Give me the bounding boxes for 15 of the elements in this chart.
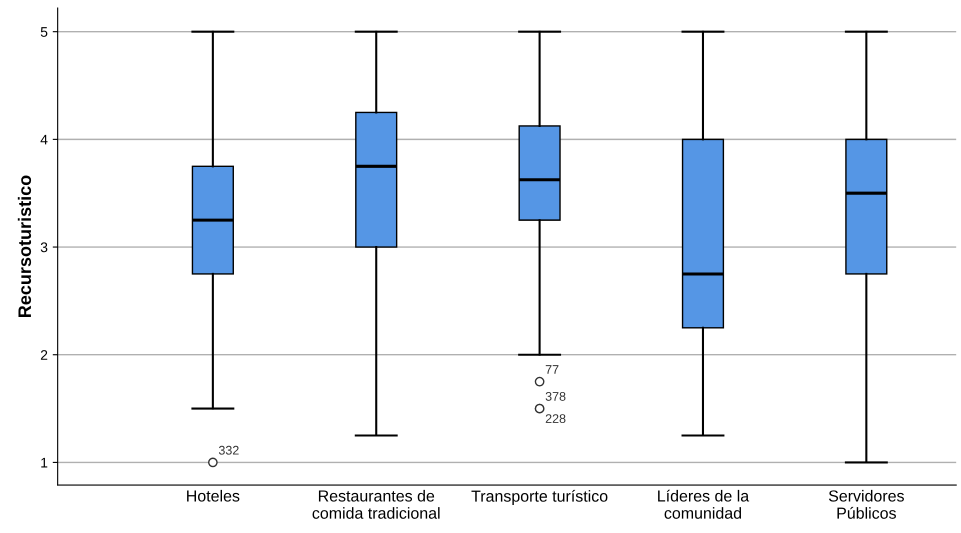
y-tick-label: 4	[40, 134, 48, 144]
y-tick-label: 3	[40, 242, 48, 252]
y-tick-label: 2	[40, 350, 48, 360]
annotation: 378	[546, 392, 566, 401]
annotation: 228	[546, 414, 566, 424]
annotation: 77	[546, 365, 558, 374]
x-tick-label: Restaurantes de comida tradicional	[312, 490, 440, 519]
x-tick-label: Hoteles	[187, 490, 240, 502]
y-axis-title: Recursoturistico	[18, 175, 32, 318]
annotation: 332	[218, 446, 239, 455]
y-tick-label: 5	[40, 27, 48, 37]
x-tick-label: Líderes de la comunidad	[658, 490, 750, 519]
y-tick-label: 1	[41, 458, 48, 468]
x-tick-label: Servidores Públicos	[828, 490, 904, 519]
x-tick-label: Transporte turístico	[471, 490, 608, 505]
